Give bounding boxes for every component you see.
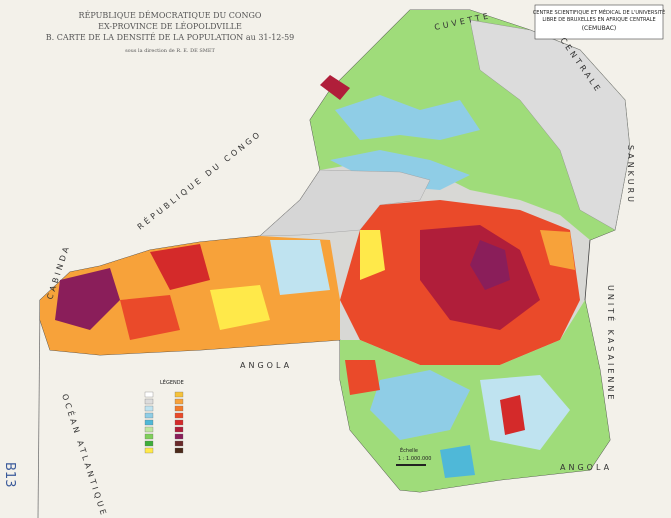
district xyxy=(480,375,570,450)
legend-swatch xyxy=(174,419,184,426)
district xyxy=(150,244,210,290)
legend-swatch xyxy=(174,433,184,440)
dense-core xyxy=(470,240,510,290)
district xyxy=(345,360,380,395)
title: B. CARTE DE LA DENSITÉ DE LA POPULATION … xyxy=(46,33,295,42)
legend-swatch xyxy=(144,433,154,440)
legend-swatch xyxy=(174,398,184,405)
district xyxy=(270,240,330,295)
region-label: SANKURU xyxy=(626,145,635,205)
legend-swatch xyxy=(174,440,184,447)
river-zone xyxy=(335,95,480,140)
legend-swatch xyxy=(174,426,184,433)
region-label: ANGOLA xyxy=(560,463,612,472)
legend-swatch xyxy=(144,419,154,426)
scale-ratio: 1 : 1.000.000 xyxy=(398,456,432,462)
district xyxy=(210,285,270,330)
coast-line xyxy=(37,299,41,518)
district xyxy=(440,445,475,478)
district xyxy=(360,230,385,280)
institution-box xyxy=(534,4,664,40)
credit: sous la direction de R. E. DE SMET xyxy=(125,48,215,54)
legend-swatch xyxy=(144,405,154,412)
district xyxy=(120,295,180,340)
legend-title: LÉGENDE xyxy=(160,378,184,386)
district xyxy=(500,395,525,435)
east-grey-zone xyxy=(469,19,631,231)
district xyxy=(370,370,470,440)
region-label: UNITÉ KASAIENNE xyxy=(606,285,617,402)
scale-bar xyxy=(396,464,426,466)
title: EX-PROVINCE DE LÉOPOLDVILLE xyxy=(98,22,242,31)
legend-swatch xyxy=(144,398,154,405)
institution: LIBRE DE BRUXELLES EN AFRIQUE CENTRALE xyxy=(542,17,655,23)
institution: CENTRE SCIENTIFIQUE ET MÉDICAL DE L'UNIV… xyxy=(533,8,665,16)
legend-swatch xyxy=(144,440,154,447)
west-zone xyxy=(40,236,340,355)
legend-swatch xyxy=(144,426,154,433)
title: RÉPUBLIQUE DÉMOCRATIQUE DU CONGO xyxy=(79,11,262,20)
sheet-code: B13 xyxy=(2,462,17,487)
legend xyxy=(144,391,184,454)
river-zone xyxy=(330,150,470,190)
district xyxy=(320,75,350,100)
legend-swatch xyxy=(174,412,184,419)
legend-swatch xyxy=(174,405,184,412)
district xyxy=(55,268,120,330)
legend-swatch xyxy=(174,391,184,398)
district xyxy=(540,230,575,270)
institution: (CEMUBAC) xyxy=(582,25,617,32)
legend-swatch xyxy=(144,447,154,454)
legend-swatch xyxy=(144,391,154,398)
legend-swatch xyxy=(174,447,184,454)
region-label: ANGOLA xyxy=(240,361,292,370)
central-grey-zone xyxy=(259,169,431,237)
legend-swatch xyxy=(144,412,154,419)
scale-title: Échelle xyxy=(400,446,418,454)
